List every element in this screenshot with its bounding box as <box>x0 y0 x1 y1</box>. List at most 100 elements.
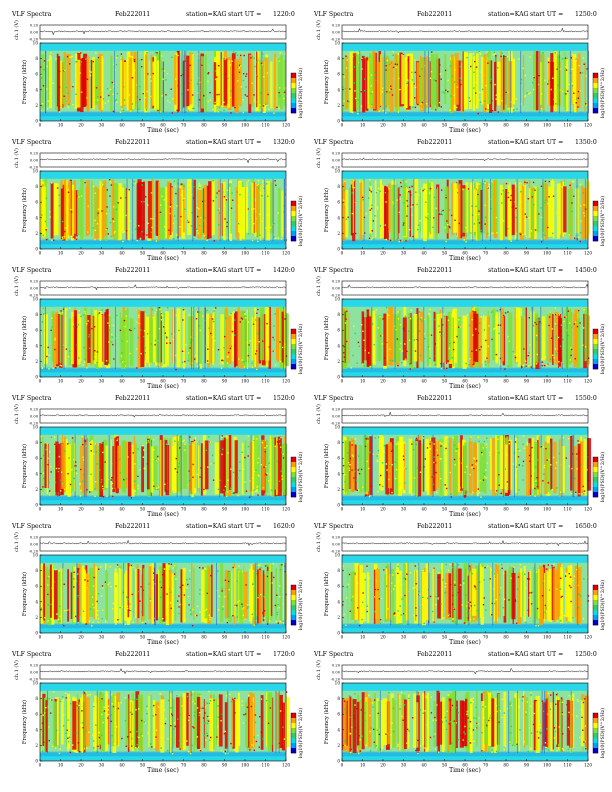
spectrogram-stripe <box>127 441 132 497</box>
spectrogram-cell <box>410 206 413 208</box>
spectrogram-stripe <box>552 314 554 365</box>
spectrogram-stripe <box>447 312 452 361</box>
spectrogram-cell <box>102 488 104 490</box>
spectrogram-cell <box>440 603 442 605</box>
spectrogram-stripe <box>532 186 537 239</box>
spectrogram-stripe <box>480 566 484 625</box>
spectrogram-cell <box>62 696 64 698</box>
spectrogram-low-line <box>40 111 286 117</box>
x-tick-label: 40 <box>421 379 427 384</box>
spectrogram-cell <box>120 53 123 55</box>
spectrogram-cell <box>252 323 255 325</box>
spectrogram-cell <box>385 105 387 107</box>
spectrogram-cell <box>55 367 57 369</box>
colorbar-segment <box>593 472 598 478</box>
spectrogram-cell <box>280 335 283 338</box>
spectrogram-cell <box>473 223 476 225</box>
spectrogram-svg: VLF Spectra Feb222011 station=KAG start UT … <box>11 139 304 262</box>
spectrogram-cell <box>413 367 416 369</box>
spectrogram-stripe <box>394 53 397 108</box>
spectrogram-stripe <box>94 310 97 365</box>
spectrogram-stripe <box>222 51 224 105</box>
spectrogram-cell <box>166 73 169 75</box>
spectrogram-cell <box>507 335 509 338</box>
spectrogram-cell <box>199 187 201 189</box>
spectrogram-cell <box>91 596 94 598</box>
spectrogram-cell <box>151 308 154 311</box>
spectrogram-cell <box>552 232 554 235</box>
spectrogram-stripe <box>223 437 226 492</box>
spectrogram-cell <box>78 357 80 359</box>
spectrogram-stripe <box>61 443 66 489</box>
y-axis-label: Frequency (kHz) <box>21 572 28 616</box>
spectrogram-stripe <box>220 183 222 235</box>
spectrogram-cell <box>346 310 348 313</box>
spectrogram-cell <box>255 217 257 220</box>
spectrogram-cell <box>349 457 351 460</box>
spectrogram-cell <box>266 72 269 74</box>
spectrogram-cell <box>140 329 142 331</box>
spectrogram-cell <box>528 351 530 354</box>
spectrogram-dropout <box>371 306 373 370</box>
spectrogram-stripe <box>388 59 390 110</box>
spectrogram-stripe <box>57 56 61 112</box>
spectrogram-cell <box>175 457 177 460</box>
spectrogram-stripe <box>473 443 478 492</box>
spectrogram-cell <box>497 324 500 326</box>
spectrogram-stripe <box>490 567 492 617</box>
spectrogram-cell <box>569 576 572 578</box>
spectrogram-cell <box>58 466 60 468</box>
spectrogram-cell <box>370 191 372 193</box>
spectrogram-stripe <box>185 692 189 746</box>
spectrogram-cell <box>143 330 146 332</box>
waveform-trace <box>39 158 287 164</box>
spectrogram-cell <box>116 92 119 95</box>
spectrogram-dropout <box>442 306 444 370</box>
spectrogram-cell <box>42 85 45 87</box>
spectrogram-stripe <box>76 567 80 622</box>
spectrogram-cell <box>254 489 256 491</box>
spectrogram-stripe <box>235 187 238 239</box>
spectrogram-stripe <box>407 313 411 364</box>
spectrogram-cell <box>258 341 260 343</box>
spectrogram-cell <box>410 194 412 196</box>
spectrogram-cell <box>58 570 61 572</box>
spectrogram-cell <box>169 342 171 344</box>
spectrogram-cell <box>495 94 498 96</box>
spectrogram-cell <box>249 340 251 342</box>
spectrogram-cell <box>532 349 535 351</box>
spectrogram-cell <box>190 79 192 81</box>
x-tick-label: 50 <box>140 635 146 640</box>
spectrogram-cell <box>180 74 182 77</box>
spectrogram-cell <box>204 200 206 202</box>
spectrogram-cell <box>448 347 451 350</box>
spectrogram-cell <box>527 609 529 612</box>
spectrogram-cell <box>257 187 260 189</box>
spectrogram-cell <box>136 239 138 242</box>
spectrogram-cell <box>82 314 85 316</box>
spectrogram-cell <box>471 466 473 469</box>
spectrogram-cell <box>196 206 198 209</box>
spectrogram-cell <box>508 443 511 445</box>
spectrogram-cell <box>519 220 521 222</box>
colorbar-segment <box>291 329 296 335</box>
spectrogram-cell <box>435 80 437 82</box>
spectrogram-cell <box>160 311 162 313</box>
spectrogram-cell <box>361 196 364 198</box>
spectrogram-cell <box>399 348 401 350</box>
spectrogram-stripe <box>210 313 213 363</box>
spectrogram-cell <box>148 583 150 585</box>
spectrogram-cell <box>440 367 443 370</box>
spectrogram-cell <box>243 73 245 75</box>
spectrogram-cell <box>104 365 106 367</box>
spectrogram-cell <box>379 190 381 193</box>
spectrogram-stripe <box>214 442 219 495</box>
spectrogram-cell <box>496 309 498 312</box>
spectrogram-cell <box>556 325 558 327</box>
spectrogram-cell <box>427 456 429 459</box>
spectrogram-cell <box>486 357 488 359</box>
spectrogram-cell <box>138 108 140 110</box>
spectrogram-stripe <box>511 572 516 620</box>
spectrogram-cell <box>109 582 111 584</box>
spectrogram-cell <box>478 492 480 494</box>
